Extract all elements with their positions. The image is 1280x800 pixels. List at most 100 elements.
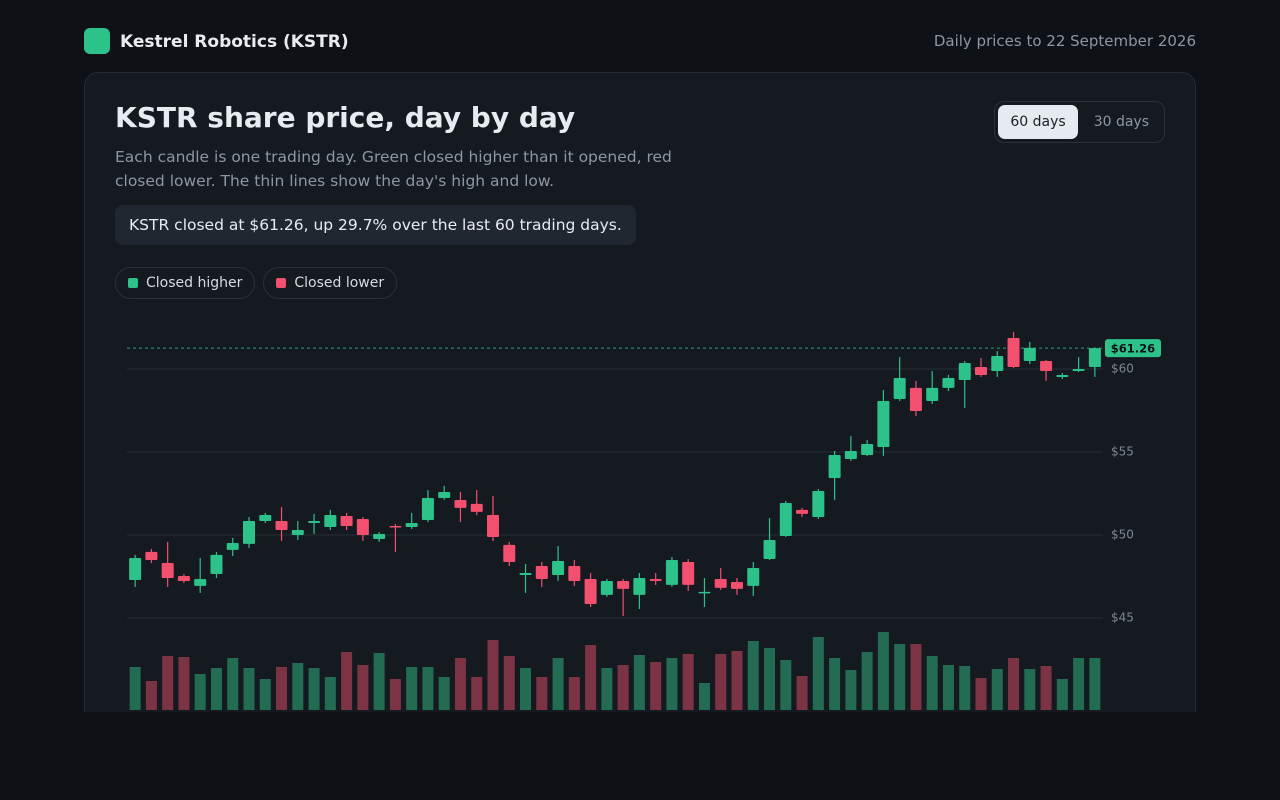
candle-body [421, 497, 434, 521]
candle-body [535, 566, 548, 579]
volume-bar [1040, 666, 1052, 710]
volume-bar [617, 665, 629, 710]
candle-body [503, 544, 516, 563]
volume-bar [438, 677, 450, 710]
volume-bar [764, 648, 776, 710]
volume-bar [292, 663, 304, 710]
volume-bar [454, 658, 466, 710]
candle-body [487, 515, 499, 537]
volume-bar [894, 644, 906, 710]
chart: $45 $50 $55 $60 $61.26 [127, 331, 1161, 710]
candle-body [291, 529, 304, 535]
chart-card: KSTR share price, day by day Each candle… [84, 72, 1196, 712]
candle-body [1056, 374, 1069, 377]
y-tick-label: $50 [1111, 527, 1134, 541]
volume-bar [715, 654, 727, 710]
volume-bar [812, 637, 824, 710]
candle-body [682, 562, 695, 585]
legend-item: Closed higher [115, 267, 256, 299]
volume-bar [536, 677, 548, 710]
candle-body [161, 563, 174, 578]
y-tick-label: $60 [1111, 361, 1134, 375]
chart-title: KSTR share price, day by day [115, 101, 576, 134]
candle-body [438, 491, 451, 498]
volume-bar [389, 679, 401, 710]
volume-bar [227, 658, 239, 710]
volume-bar [1008, 658, 1020, 710]
legend-swatch [128, 278, 138, 288]
candle-body [617, 580, 630, 589]
volume-bar [975, 678, 987, 710]
top-bar: Kestrel Robotics (KSTR) Daily prices to … [84, 28, 1196, 54]
volume-bar [861, 652, 873, 710]
range-button[interactable]: 60 days [998, 105, 1078, 139]
volume-bar [471, 677, 483, 710]
volume-bar [780, 660, 792, 710]
volume-bar [503, 656, 515, 710]
candle-body [1007, 337, 1020, 368]
volume-bar [845, 670, 857, 710]
legend-swatch [276, 278, 287, 288]
candle-body [519, 572, 532, 575]
volume-bar [633, 655, 645, 710]
y-tick-label: $55 [1111, 444, 1134, 458]
volume-bar [145, 681, 157, 710]
candle-body [1088, 348, 1101, 368]
candle-body [1040, 361, 1053, 371]
volume-bar [162, 656, 174, 710]
candle-body [861, 444, 874, 455]
candle-body [600, 580, 613, 595]
candle-body [552, 561, 565, 575]
range-button[interactable]: 30 days [1093, 114, 1149, 130]
volume-bar [601, 668, 613, 710]
volume-bar [552, 658, 564, 710]
candle-body [1072, 368, 1085, 371]
volume-bar [357, 665, 369, 710]
candle-body [665, 560, 678, 585]
volume-bar [796, 676, 808, 710]
candle-body [844, 450, 857, 459]
candle-body [926, 387, 939, 402]
legend-label: Closed lower [294, 275, 385, 291]
volume-bar [373, 653, 385, 710]
volume-bar [341, 652, 353, 710]
candle-body [389, 526, 402, 528]
candle-body [145, 551, 158, 561]
volume-bar [1056, 679, 1068, 710]
volume-bar [650, 662, 662, 710]
volume-bar [129, 667, 141, 710]
candle-body [568, 566, 581, 581]
volume-bar [682, 654, 694, 710]
volume-bar [178, 657, 190, 710]
volume-bar [276, 667, 288, 710]
volume-bar [210, 668, 222, 710]
candle-body [812, 490, 825, 518]
volume-bar [194, 674, 206, 710]
candle-body [373, 533, 386, 539]
volume-bar [959, 666, 971, 710]
volume-bar [487, 640, 499, 710]
candle-body [779, 502, 792, 536]
legend-label: Closed higher [146, 275, 243, 291]
updated-date: Daily prices to 22 September 2026 [933, 32, 1196, 50]
volume-bar [731, 651, 743, 710]
candle-body [828, 454, 841, 479]
legend: Closed higher Closed lower [115, 267, 398, 299]
candle-body [763, 539, 776, 560]
candle-body [698, 591, 711, 594]
viewport: KSTR share price, day by day Each candle… [84, 72, 1196, 712]
volume-bar [308, 668, 320, 710]
candle-body [226, 542, 239, 550]
candle-body [942, 377, 955, 388]
candle-body [991, 356, 1004, 371]
candle-body [210, 554, 223, 574]
legend-item: Closed lower [263, 267, 398, 299]
last-close-badge [1105, 339, 1161, 358]
volume-bar [422, 667, 434, 710]
volume-bar [324, 677, 336, 710]
candle-body [454, 499, 467, 508]
candle-body [308, 521, 321, 524]
volume-bar [1073, 658, 1085, 710]
candle-body [633, 577, 646, 595]
candle-body [324, 515, 337, 528]
